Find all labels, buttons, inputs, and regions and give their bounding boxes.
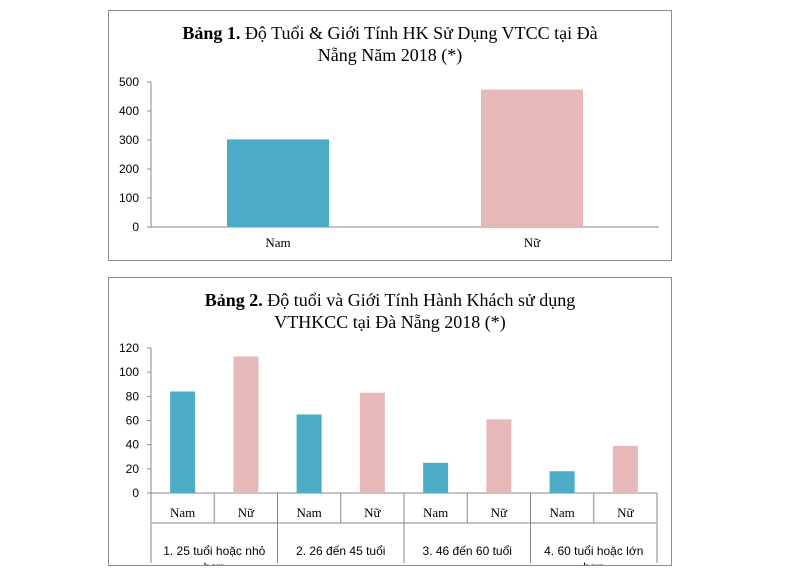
y-tick-label: 400 xyxy=(119,104,139,118)
bar-group1-nu xyxy=(233,356,259,493)
chart-2-plot: 0 20 40 60 80 100 120 Nam Nữ 1. 25 tuổi hoặc nhỏ h… xyxy=(119,341,658,565)
bar-group3-nu xyxy=(486,419,512,493)
y-tick-label: 40 xyxy=(126,438,140,452)
y-tick-label: 100 xyxy=(119,365,139,379)
y-tick-label: 80 xyxy=(126,389,140,403)
bar-group2-nu xyxy=(359,392,385,493)
x-category-label: Nữ xyxy=(238,505,255,520)
y-tick-label: 60 xyxy=(126,414,140,428)
x-category-label: Nữ xyxy=(491,505,508,520)
x-category-label: Nữ xyxy=(524,235,541,250)
bar-nam xyxy=(227,139,329,227)
chart-1-plot: 0 100 200 300 400 500 Nam Nữ xyxy=(119,75,659,250)
y-tick-label: 200 xyxy=(119,162,139,176)
bar-group1-nam xyxy=(170,391,196,493)
bar-group4-nam xyxy=(549,471,575,493)
group-label-line1: 2. 26 đến 45 tuổi xyxy=(296,544,385,558)
chart-1-panel: Bảng 1. Độ Tuổi & Giới Tính HK Sử Dụng V… xyxy=(108,10,672,261)
x-category-label: Nam xyxy=(170,505,195,520)
y-tick-label: 20 xyxy=(126,462,140,476)
y-tick-label: 100 xyxy=(119,191,139,205)
chart-2-title-line2: VTHKCC tại Đà Nẵng 2018 (*) xyxy=(274,312,506,332)
group-label-line1: 4. 60 tuổi hoặc lớn xyxy=(544,544,643,558)
y-tick-label: 0 xyxy=(132,220,139,234)
bar-group3-nam xyxy=(423,462,449,493)
y-tick-label: 120 xyxy=(119,341,139,355)
group-label-line2: hơn xyxy=(583,560,604,565)
chart-2-panel: Bảng 2. Độ tuổi và Giới Tính Hành Khách … xyxy=(108,277,672,566)
y-tick-label: 0 xyxy=(132,486,139,500)
x-category-label: Nam xyxy=(549,505,574,520)
x-category-label: Nữ xyxy=(617,505,634,520)
x-category-label: Nữ xyxy=(364,505,381,520)
group-label-line2: hơn xyxy=(204,560,225,565)
y-tick-label: 300 xyxy=(119,133,139,147)
y-tick-label: 500 xyxy=(119,75,139,89)
chart-2-title-bold: Bảng 2. xyxy=(204,290,263,310)
x-category-label: Nam xyxy=(423,505,448,520)
chart-2-title: Bảng 2. Độ tuổi và Giới Tính Hành Khách … xyxy=(109,289,671,333)
bar-group2-nam xyxy=(296,414,322,493)
chart-2-title-line1: Độ tuổi và Giới Tính Hành Khách sử dụng xyxy=(267,290,576,310)
chart-1-title-line1: Độ Tuổi & Giới Tính HK Sử Dụng VTCC tại … xyxy=(244,23,598,43)
bar-group4-nu xyxy=(612,445,638,493)
x-category-label: Nam xyxy=(296,505,321,520)
chart-1-title-bold: Bảng 1. xyxy=(182,23,241,43)
chart-1-title: Bảng 1. Độ Tuổi & Giới Tính HK Sử Dụng V… xyxy=(109,22,671,66)
bar-nữ xyxy=(481,89,583,227)
x-category-label: Nam xyxy=(265,235,290,250)
chart-1-title-line2: Nẵng Năm 2018 (*) xyxy=(317,45,463,65)
group-label-line1: 1. 25 tuổi hoặc nhỏ xyxy=(163,544,265,558)
group-label-line1: 3. 46 đến 60 tuổi xyxy=(423,544,512,558)
